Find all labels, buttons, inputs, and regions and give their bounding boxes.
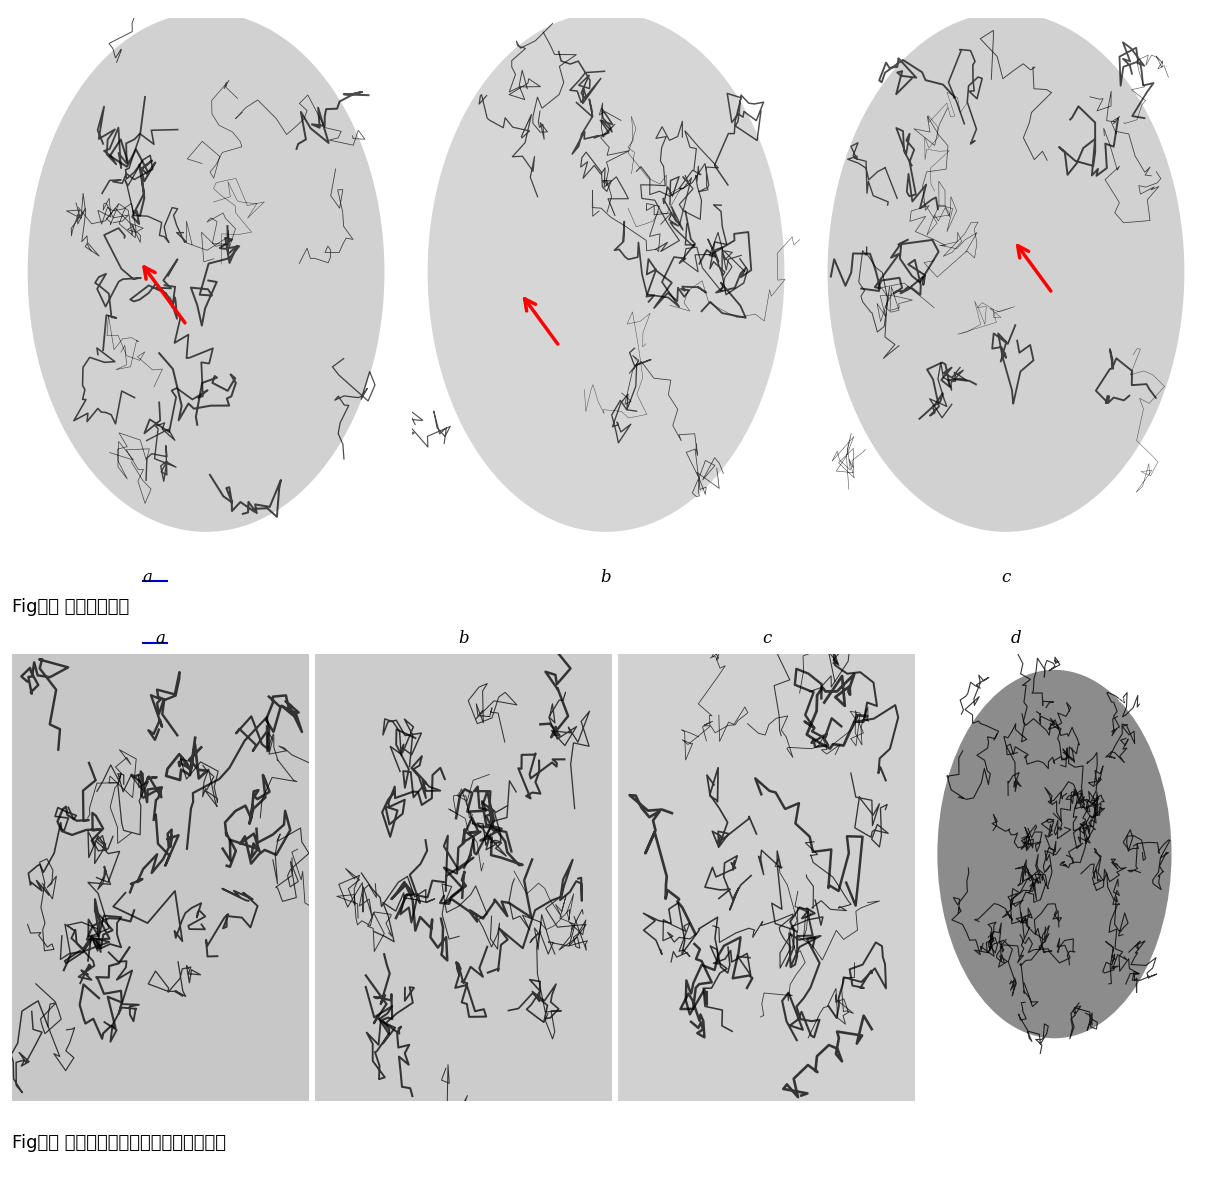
Ellipse shape — [428, 12, 784, 532]
Text: b: b — [458, 630, 469, 647]
Ellipse shape — [28, 12, 384, 532]
Text: 05-May-: 05-May- — [1119, 677, 1140, 683]
Text: d: d — [1011, 630, 1022, 647]
Text: b: b — [601, 569, 611, 585]
Text: a: a — [143, 569, 153, 585]
Ellipse shape — [828, 12, 1184, 532]
Text: Fig．２ もやもや病閉塞性変化の病期分類: Fig．２ もやもや病閉塞性変化の病期分類 — [12, 1133, 227, 1152]
Text: a: a — [155, 630, 166, 647]
Text: Fig．１ もやもや血管: Fig．１ もやもや血管 — [12, 597, 130, 616]
Ellipse shape — [937, 670, 1172, 1038]
Text: 10  d: 10 d — [1119, 697, 1132, 703]
Text: c: c — [1001, 569, 1011, 585]
Text: c: c — [762, 630, 771, 647]
